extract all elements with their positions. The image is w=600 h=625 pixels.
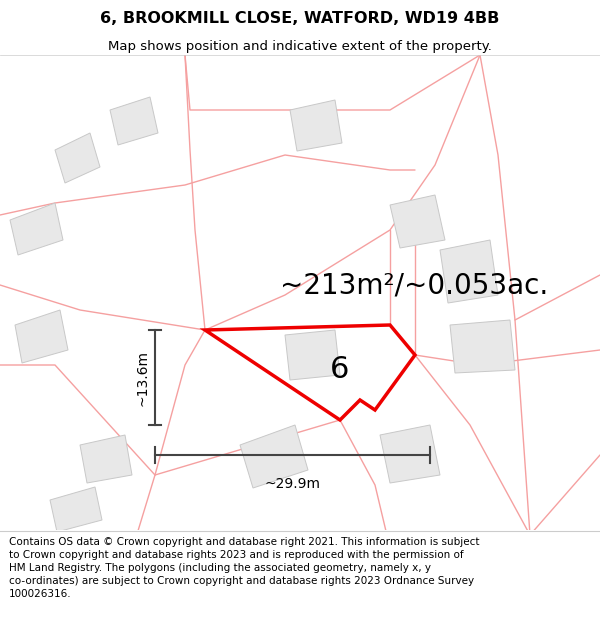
- Text: Map shows position and indicative extent of the property.: Map shows position and indicative extent…: [108, 39, 492, 52]
- Polygon shape: [55, 133, 100, 183]
- Polygon shape: [10, 203, 63, 255]
- Polygon shape: [15, 310, 68, 363]
- Text: ~213m²/~0.053ac.: ~213m²/~0.053ac.: [280, 271, 548, 299]
- Polygon shape: [240, 425, 308, 488]
- Polygon shape: [380, 425, 440, 483]
- Text: Contains OS data © Crown copyright and database right 2021. This information is : Contains OS data © Crown copyright and d…: [9, 537, 479, 599]
- Text: ~29.9m: ~29.9m: [265, 477, 320, 491]
- Text: 6, BROOKMILL CLOSE, WATFORD, WD19 4BB: 6, BROOKMILL CLOSE, WATFORD, WD19 4BB: [100, 11, 500, 26]
- Polygon shape: [440, 240, 498, 303]
- Polygon shape: [50, 487, 102, 532]
- Polygon shape: [450, 320, 515, 373]
- Text: ~13.6m: ~13.6m: [136, 349, 150, 406]
- Polygon shape: [285, 330, 340, 380]
- Text: 6: 6: [331, 356, 350, 384]
- Polygon shape: [80, 435, 132, 483]
- Polygon shape: [110, 97, 158, 145]
- Polygon shape: [390, 195, 445, 248]
- Polygon shape: [290, 100, 342, 151]
